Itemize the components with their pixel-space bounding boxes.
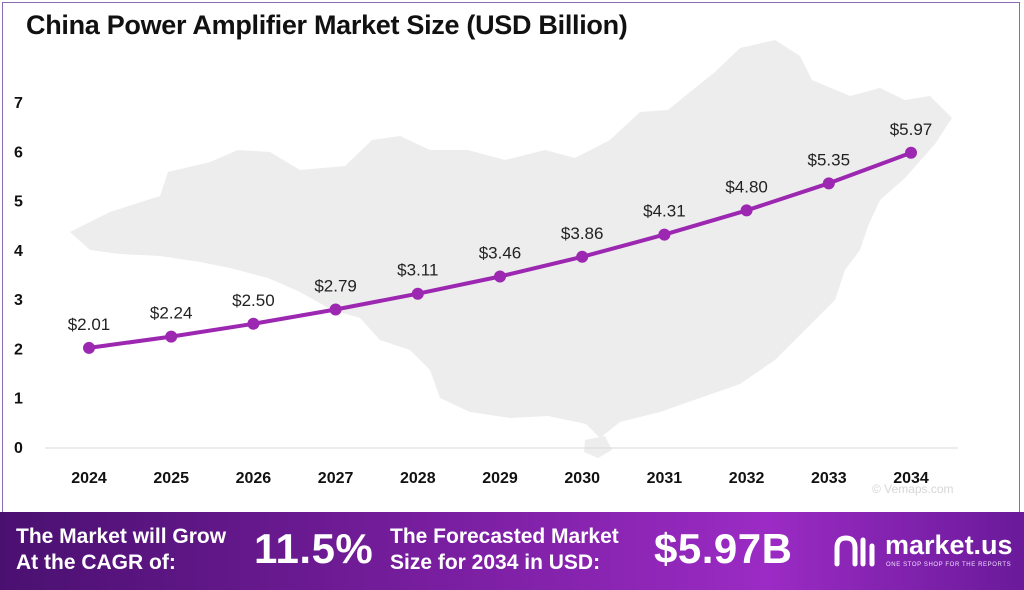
data-point <box>905 146 917 159</box>
data-point <box>494 270 506 283</box>
y-tick-label: 0 <box>14 440 23 457</box>
data-point <box>165 330 178 343</box>
data-label: $3.86 <box>561 224 604 243</box>
forecast-value: $5.97B <box>654 525 793 572</box>
x-tick-label: 2034 <box>893 470 929 487</box>
data-point <box>822 177 835 190</box>
forecast-caption-line2: Size for 2034 in USD: <box>390 551 601 574</box>
data-label: $4.31 <box>643 202 686 221</box>
cagr-caption-line1: The Market will Grow <box>16 525 227 548</box>
data-label: $2.01 <box>68 315 111 334</box>
x-tick-label: 2032 <box>729 470 765 487</box>
summary-footer: The Market will Grow At the CAGR of: 11.… <box>0 512 1024 590</box>
y-tick-label: 3 <box>14 292 23 309</box>
data-label: $2.50 <box>232 291 275 310</box>
x-tick-label: 2025 <box>153 470 189 487</box>
market-us-logo: market.us ONE STOP SHOP FOR THE REPORTS <box>833 530 1019 574</box>
y-tick-label: 6 <box>14 144 23 161</box>
data-point <box>83 341 95 354</box>
forecast-caption-line1: The Forecasted Market <box>390 525 619 548</box>
y-tick-label: 7 <box>14 95 23 112</box>
x-tick-label: 2029 <box>482 470 518 487</box>
data-label: $3.46 <box>479 243 522 262</box>
data-labels: $2.01 $2.24 $2.50 $2.79 $3.11 $3.46 $3.86 $4.31… <box>68 120 933 334</box>
x-tick-label: 2030 <box>564 470 600 487</box>
data-points <box>83 146 917 354</box>
data-label: $3.11 <box>397 261 438 280</box>
x-tick-label: 2026 <box>236 470 272 487</box>
y-axis: 0 1 2 3 4 5 6 7 <box>14 95 23 457</box>
logo-name: market.us <box>885 530 1013 560</box>
market-us-logo-icon <box>834 535 875 567</box>
x-tick-label: 2033 <box>811 470 847 487</box>
data-label: $2.79 <box>314 276 357 295</box>
hainan-island-background <box>584 436 612 458</box>
y-tick-label: 4 <box>14 243 23 260</box>
data-point <box>247 317 260 330</box>
data-label: $5.97 <box>890 120 933 139</box>
chart-title: China Power Amplifier Market Size (USD B… <box>26 10 628 40</box>
data-point <box>329 303 342 316</box>
x-axis: 2024 2025 2026 2027 2028 2029 2030 2031 2032 2033… <box>71 470 929 487</box>
cagr-caption-line2: At the CAGR of: <box>16 551 176 574</box>
cagr-caption: The Market will Grow At the CAGR of: <box>16 524 226 576</box>
data-point <box>740 204 753 217</box>
x-tick-label: 2028 <box>400 470 436 487</box>
cagr-value: 11.5% <box>254 525 374 572</box>
forecast-caption: The Forecasted Market Size for 2034 in U… <box>390 524 619 576</box>
x-tick-label: 2031 <box>647 470 683 487</box>
data-point <box>411 287 424 300</box>
logo-tagline: ONE STOP SHOP FOR THE REPORTS <box>886 562 1012 568</box>
x-tick-label: 2027 <box>318 470 354 487</box>
x-tick-label: 2024 <box>71 470 107 487</box>
data-point <box>658 228 671 241</box>
data-label: $5.35 <box>808 150 851 169</box>
china-map-background <box>70 40 952 438</box>
data-label: $4.80 <box>725 177 768 196</box>
y-tick-label: 5 <box>14 194 23 211</box>
data-point <box>576 250 589 263</box>
y-tick-label: 1 <box>14 391 23 408</box>
line-chart: 0 1 2 3 4 5 6 7 2024 2025 2026 2027 2028 2029 2030 203… <box>14 40 958 496</box>
y-tick-label: 2 <box>14 341 23 358</box>
data-label: $2.24 <box>150 304 193 323</box>
map-watermark: © Vemaps.com <box>872 482 954 496</box>
